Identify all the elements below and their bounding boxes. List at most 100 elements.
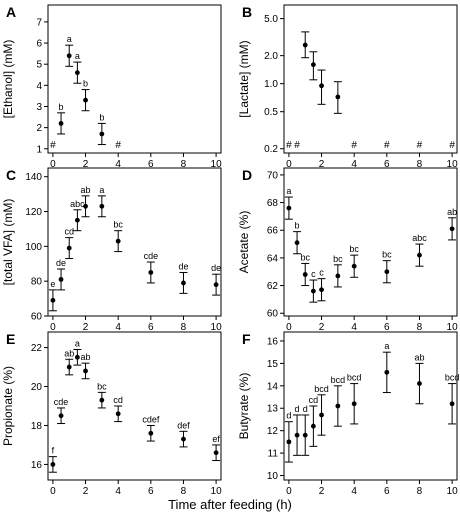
- significance-label: cd: [64, 227, 74, 237]
- significance-label: f: [52, 446, 55, 456]
- significance-label: a: [99, 185, 104, 195]
- y-tick-label: 22: [31, 343, 43, 354]
- significance-label: cde: [54, 397, 69, 407]
- significance-label: bc: [113, 220, 123, 230]
- significance-label: bc: [300, 252, 310, 262]
- significance-label: bc: [333, 254, 343, 264]
- data-point: [449, 401, 455, 407]
- data-point: [302, 432, 308, 438]
- plot-frame: [47, 4, 222, 154]
- data-point: [302, 42, 308, 48]
- y-tick-label: 16: [31, 460, 43, 471]
- x-tick-label: 8: [417, 159, 423, 170]
- panel-c: C [total VFA] (mM) 60 80 100 120 140 0 2 4 6 8 10 e de…: [1, 167, 222, 333]
- y-tick-label: 5.0: [264, 14, 278, 25]
- significance-label: cde: [144, 251, 159, 261]
- data-point: [148, 270, 154, 275]
- data-point: [319, 287, 324, 293]
- y-tick-label: 13: [267, 404, 279, 415]
- y-tick-label: 4: [36, 81, 42, 92]
- y-tick-label: 100: [25, 242, 42, 253]
- y-axis-label: Propionate (%): [1, 366, 15, 446]
- x-tick-label: 10: [211, 159, 223, 170]
- y-tick-label: 60: [267, 309, 279, 320]
- x-tick-label: 6: [384, 486, 390, 497]
- data-point: [319, 83, 324, 89]
- below-detection-marker: #: [449, 140, 455, 151]
- x-tick-label: 8: [417, 486, 423, 497]
- significance-label: a: [75, 51, 80, 61]
- data-point: [83, 97, 88, 103]
- significance-label: a: [67, 34, 72, 44]
- y-tick-label: 7: [36, 17, 42, 28]
- significance-label: b: [59, 102, 64, 112]
- x-tick-label: 0: [50, 486, 56, 497]
- panel-a: A [Ethanol] (mM) 1 2 3 4 5 6 7 0 2 4 6 8 10 b aa b b # #: [1, 4, 222, 170]
- significance-label: c: [311, 269, 316, 279]
- y-tick-label: 14: [267, 381, 279, 392]
- below-detection-marker: #: [384, 140, 390, 151]
- significance-label: de: [211, 263, 221, 273]
- y-tick-label: 16: [267, 336, 279, 347]
- data-point: [99, 131, 105, 137]
- significance-label: ab: [64, 348, 74, 358]
- significance-label: abc: [412, 233, 427, 243]
- significance-label: b: [295, 221, 300, 231]
- x-tick-label: 6: [384, 322, 390, 333]
- x-tick-label: 2: [83, 322, 89, 333]
- significance-label: d: [286, 411, 291, 421]
- data-point: [449, 226, 455, 232]
- significance-label: d: [303, 404, 308, 414]
- significance-label: a: [75, 339, 80, 349]
- y-tick-label: 10: [267, 471, 279, 482]
- significance-label: ab: [414, 352, 424, 362]
- plot-frame: [283, 4, 458, 154]
- data-point: [58, 121, 64, 126]
- data-point: [58, 277, 64, 282]
- significance-label: b: [99, 112, 104, 122]
- y-tick-label: 64: [267, 253, 279, 264]
- below-detection-marker: #: [417, 140, 423, 151]
- significance-label: e: [50, 279, 55, 289]
- data-point: [66, 245, 72, 251]
- data-point: [384, 269, 390, 275]
- significance-label: de: [56, 258, 66, 268]
- y-axis-label: [Lactate] (mM): [237, 40, 251, 117]
- x-tick-label: 10: [211, 486, 223, 497]
- data-point: [50, 462, 56, 467]
- significance-label: a: [384, 341, 389, 351]
- x-tick-label: 4: [115, 486, 121, 497]
- data-point: [181, 436, 186, 442]
- panel-letter: E: [6, 331, 15, 347]
- significance-label: d: [295, 404, 300, 414]
- data-point: [335, 94, 341, 100]
- x-tick-label: 6: [148, 159, 154, 170]
- below-detection-marker: #: [351, 140, 357, 151]
- below-detection-marker: #: [115, 140, 121, 151]
- x-tick-label: 2: [83, 486, 89, 497]
- plot-frame: [47, 331, 222, 481]
- data-point: [310, 423, 316, 429]
- x-tick-label: 4: [115, 159, 121, 170]
- significance-label: bc: [382, 250, 392, 260]
- significance-label: bcd: [331, 375, 346, 385]
- x-tick-label: 2: [319, 486, 325, 497]
- panel-letter: A: [6, 4, 16, 20]
- significance-label: cdef: [142, 414, 160, 424]
- y-tick-label: 60: [31, 312, 43, 323]
- x-tick-label: 10: [447, 322, 459, 333]
- y-tick-label: 15: [267, 359, 279, 370]
- data-point: [351, 401, 357, 407]
- data-point: [286, 439, 292, 445]
- data-point: [148, 430, 154, 436]
- plot-frame: [283, 331, 458, 481]
- y-tick-label: 6: [36, 39, 42, 50]
- x-tick-label: 10: [447, 486, 459, 497]
- x-tick-label: 0: [286, 322, 292, 333]
- significance-label: de: [178, 261, 188, 271]
- y-tick-label: 68: [267, 198, 279, 209]
- data-point: [58, 413, 64, 419]
- data-point: [181, 280, 186, 286]
